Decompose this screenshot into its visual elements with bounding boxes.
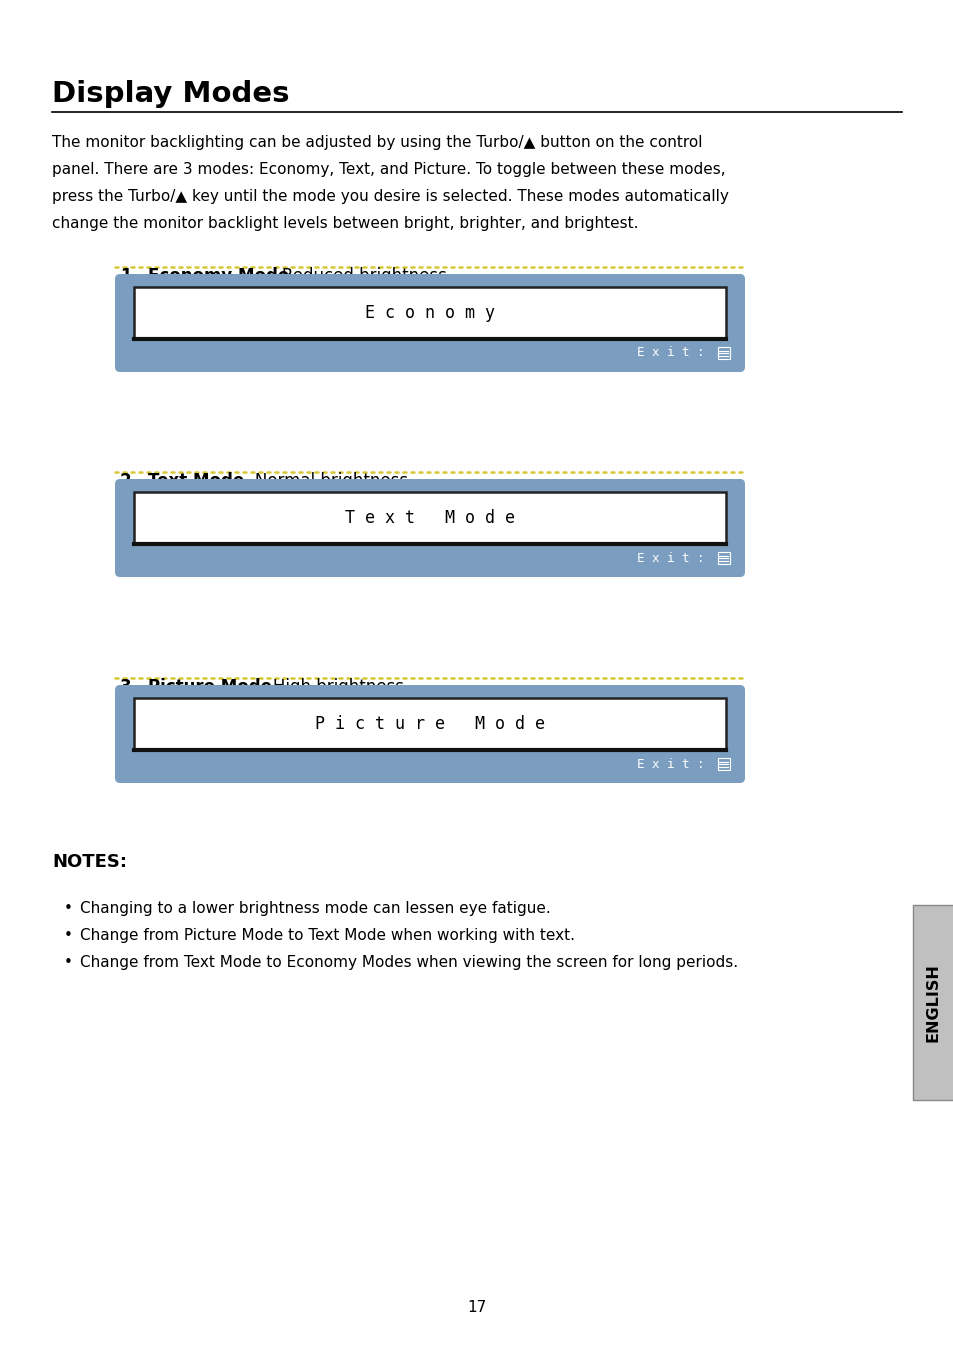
Text: 1.: 1. — [120, 267, 138, 285]
Text: ENGLISH: ENGLISH — [925, 963, 940, 1042]
FancyBboxPatch shape — [133, 288, 725, 339]
FancyBboxPatch shape — [115, 274, 744, 373]
Text: Changing to a lower brightness mode can lessen eye fatigue.: Changing to a lower brightness mode can … — [80, 900, 550, 917]
Text: E x i t :: E x i t : — [637, 347, 720, 359]
Text: Text Mode: Text Mode — [148, 472, 244, 490]
Text: T e x t   M o d e: T e x t M o d e — [345, 509, 515, 526]
Text: •: • — [64, 954, 72, 971]
Text: E x i t :: E x i t : — [637, 552, 720, 564]
Text: – High brightness: – High brightness — [253, 678, 403, 697]
Text: NOTES:: NOTES: — [52, 853, 127, 871]
FancyBboxPatch shape — [115, 479, 744, 576]
Text: Picture Mode: Picture Mode — [148, 678, 272, 697]
Text: Change from Text Mode to Economy Modes when viewing the screen for long periods.: Change from Text Mode to Economy Modes w… — [80, 954, 738, 971]
FancyBboxPatch shape — [115, 684, 744, 783]
Bar — [718, 347, 729, 359]
Text: The monitor backlighting can be adjusted by using the Turbo/▲ button on the cont: The monitor backlighting can be adjusted… — [52, 135, 701, 150]
Text: panel. There are 3 modes: Economy, Text, and Picture. To toggle between these mo: panel. There are 3 modes: Economy, Text,… — [52, 162, 725, 177]
Text: change the monitor backlight levels between bright, brighter, and brightest.: change the monitor backlight levels betw… — [52, 216, 638, 231]
Text: •: • — [64, 927, 72, 944]
FancyBboxPatch shape — [133, 698, 725, 751]
Text: Display Modes: Display Modes — [52, 80, 289, 108]
Text: •: • — [64, 900, 72, 917]
Text: 3.: 3. — [120, 678, 138, 697]
Text: Change from Picture Mode to Text Mode when working with text.: Change from Picture Mode to Text Mode wh… — [80, 927, 575, 944]
Text: 2.: 2. — [120, 472, 138, 490]
Bar — [718, 552, 729, 564]
Text: 17: 17 — [467, 1300, 486, 1315]
Text: E c o n o m y: E c o n o m y — [365, 304, 495, 323]
Text: Economy Mode: Economy Mode — [148, 267, 289, 285]
Text: – Reduced brightness: – Reduced brightness — [263, 267, 446, 285]
FancyBboxPatch shape — [133, 491, 725, 544]
Text: E x i t :: E x i t : — [637, 757, 720, 771]
Text: press the Turbo/▲ key until the mode you desire is selected. These modes automat: press the Turbo/▲ key until the mode you… — [52, 189, 728, 204]
Bar — [718, 757, 729, 769]
Text: – Normal brightness: – Normal brightness — [235, 472, 408, 490]
FancyBboxPatch shape — [912, 904, 953, 1100]
Text: P i c t u r e   M o d e: P i c t u r e M o d e — [314, 716, 544, 733]
